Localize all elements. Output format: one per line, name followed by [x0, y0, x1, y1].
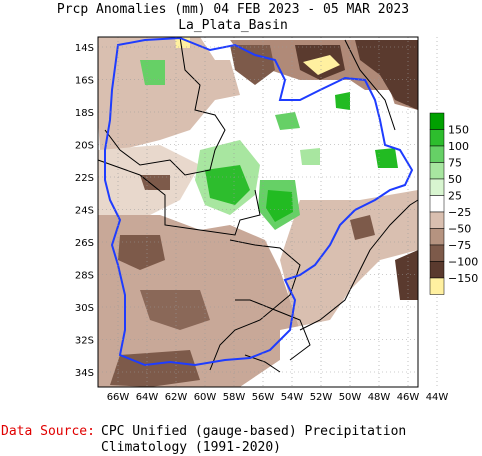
data-source-label: Data Source:	[1, 424, 95, 439]
lon-label: 58W	[223, 392, 246, 403]
legend-label: 50	[448, 173, 462, 186]
legend-label: −75	[448, 239, 471, 252]
anomaly-patch-dark-8	[140, 175, 170, 190]
legend-label: 100	[448, 140, 469, 153]
border-bolivia	[104, 36, 226, 176]
lon-label: 46W	[397, 392, 420, 403]
legend-swatch	[429, 277, 445, 295]
lon-label: 52W	[310, 392, 333, 403]
legend-label: −25	[448, 206, 471, 219]
legend-swatch	[429, 129, 445, 147]
anomaly-shading	[98, 37, 418, 387]
anomaly-region-ocean	[240, 260, 418, 387]
legend-swatch	[429, 178, 445, 196]
map-title: Prcp Anomalies (mm) 04 FEB 2023 - 05 MAR…	[56, 2, 410, 17]
anomaly-patch-dark-4	[118, 235, 165, 270]
lat-label: 22S	[75, 173, 94, 184]
anomaly-patch-dark-5	[140, 290, 210, 330]
legend-swatch	[429, 261, 445, 279]
map-border	[97, 36, 419, 388]
anomaly-region-nw	[98, 37, 240, 150]
lon-label: 44W	[426, 392, 449, 403]
anomaly-patch-green-5	[266, 190, 293, 222]
legend-swatch	[429, 244, 445, 262]
anomaly-patch-green-9	[300, 148, 320, 165]
anomaly-patch-green-1	[140, 60, 165, 85]
legend-label: 75	[448, 157, 462, 170]
lon-label: 66W	[107, 392, 130, 403]
lon-label: 60W	[194, 392, 217, 403]
anomaly-patch-green-8	[375, 148, 398, 168]
country-borders	[97, 36, 419, 373]
anomaly-patch-dark-2	[355, 40, 418, 110]
lat-label: 28S	[75, 271, 94, 282]
legend-swatch	[429, 195, 445, 213]
border-paraguay	[97, 159, 261, 236]
border-brazil-states	[344, 39, 396, 131]
legend-label: −50	[448, 223, 471, 236]
graticule	[98, 37, 438, 387]
legend-label: −100	[448, 256, 478, 269]
lon-label: 50W	[339, 392, 362, 403]
lon-label: 54W	[281, 392, 304, 403]
legend-swatch	[429, 211, 445, 229]
coastline-brazil	[299, 199, 419, 331]
anomaly-patch-green-6	[275, 112, 300, 130]
lat-label: 14S	[75, 43, 94, 54]
anomaly-patch-dark-7	[395, 250, 418, 300]
anomaly-patch-dark-3	[230, 45, 275, 85]
border-uruguay	[235, 299, 311, 361]
longitude-labels: 66W 64W 62W 60W 58W 56W 54W 52W 50W 48W 46W 44W	[107, 392, 449, 403]
anomaly-region-ne	[280, 90, 418, 210]
legend-label: −150	[448, 272, 478, 285]
legend-label: 150	[448, 124, 469, 137]
color-legend: 150 100 75 50 25 −25 −50 −75 −100 −150	[429, 112, 478, 295]
lon-label: 56W	[252, 392, 275, 403]
anomaly-patch-dark-9	[350, 215, 375, 240]
legend-swatch	[429, 162, 445, 180]
lat-label: 18S	[75, 108, 94, 119]
lat-label: 20S	[75, 141, 94, 152]
anomaly-patch-green-3	[205, 165, 250, 205]
data-source-text-2: Climatology (1991-2020)	[101, 440, 282, 455]
lon-label: 48W	[368, 392, 391, 403]
legend-swatch	[429, 112, 445, 130]
lat-label: 26S	[75, 238, 94, 249]
lat-label: 30S	[75, 303, 94, 314]
legend-label: 25	[448, 190, 462, 203]
lat-label: 16S	[75, 76, 94, 87]
lat-label: 24S	[75, 206, 94, 217]
anomaly-region-se	[280, 190, 418, 330]
lat-label: 32S	[75, 336, 94, 347]
anomaly-patch-yellow-2	[303, 55, 340, 75]
anomaly-patch-green-7	[335, 92, 350, 110]
latitude-labels: 14S 16S 18S 20S 22S 24S 26S 28S 30S 32S 34S	[75, 43, 94, 379]
border-argentina-brazil	[209, 239, 301, 371]
lat-label: 34S	[75, 368, 94, 379]
legend-swatch	[429, 145, 445, 163]
data-source-text: CPC Unified (gauge-based) Precipitation	[101, 424, 407, 439]
legend-swatch	[429, 228, 445, 246]
lon-label: 62W	[165, 392, 188, 403]
basin-outline	[104, 36, 414, 367]
map-subtitle: La_Plata_Basin	[178, 18, 288, 33]
lon-label: 64W	[136, 392, 159, 403]
